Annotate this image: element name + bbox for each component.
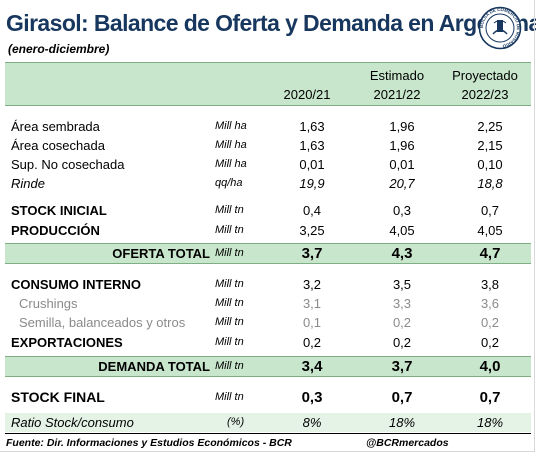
- row-unit: Mill tn: [215, 316, 244, 328]
- row-label: Área sembrada: [11, 119, 100, 134]
- table-row: Crushings Mill tn 3,1 3,3 3,6: [5, 294, 531, 313]
- value-2020-21: 3,4: [301, 358, 323, 375]
- row-unit: Mill tn: [215, 360, 244, 372]
- value-2020-21: 3,7: [301, 245, 323, 262]
- row-unit: (%): [227, 416, 245, 428]
- value-2020-21: 0,2: [302, 335, 322, 350]
- row-label: Ratio Stock/consumo: [11, 415, 134, 430]
- value-2021-22: 18%: [388, 415, 416, 430]
- value-2020-21: 8%: [302, 415, 322, 430]
- row-label: Área cosechada: [11, 138, 105, 153]
- value-2021-22: 0,01: [389, 157, 415, 172]
- value-2021-22: 20,7: [389, 176, 415, 191]
- page-subtitle: (enero-diciembre): [8, 42, 110, 56]
- value-2022-23: 3,8: [480, 277, 500, 292]
- table-header: 2020/21 Estimado 2021/22 Proyectado 2022…: [5, 62, 531, 106]
- row-unit: Mill tn: [215, 336, 244, 348]
- value-2022-23: 18,8: [477, 176, 503, 191]
- value-2022-23: 2,25: [477, 119, 503, 134]
- row-unit: Mill tn: [215, 247, 244, 259]
- bcr-seal-logo: BOLSA DE COMERCIO DE ROSARIO: [478, 6, 522, 50]
- value-2021-22: 1,96: [389, 119, 415, 134]
- table-bottom-rule: [5, 433, 531, 434]
- table-row: Ratio Stock/consumo (%) 8% 18% 18%: [5, 413, 531, 432]
- value-2022-23: 0,10: [477, 157, 503, 172]
- value-2020-21: 0,3: [301, 389, 323, 406]
- row-label: Sup. No cosechada: [11, 157, 125, 172]
- value-2022-23: 3,6: [480, 296, 500, 311]
- value-2020-21: 1,63: [299, 119, 325, 134]
- row-unit: Mill ha: [215, 158, 247, 170]
- table-row: PRODUCCIÓN Mill tn 3,25 4,05 4,05: [5, 221, 531, 240]
- table-row: CONSUMO INTERNO Mill tn 3,2 3,5 3,8: [5, 275, 531, 294]
- row-unit: Mill ha: [215, 139, 247, 151]
- value-2021-22: 0,7: [391, 389, 413, 406]
- table-row: EXPORTACIONES Mill tn 0,2 0,2 0,2: [5, 333, 531, 352]
- col-1-season: 2020/21: [283, 87, 331, 102]
- value-2020-21: 19,9: [299, 176, 325, 191]
- col-3-season: 2022/23: [461, 87, 509, 102]
- row-label: DEMANDA TOTAL: [98, 359, 210, 374]
- value-2021-22: 4,3: [391, 245, 413, 262]
- row-unit: Mill tn: [215, 391, 244, 403]
- source-note: Fuente: Dir. Informaciones y Estudios Ec…: [6, 437, 292, 449]
- col-3-top: Proyectado: [452, 68, 518, 83]
- table-row: STOCK INICIAL Mill tn 0,4 0,3 0,7: [5, 201, 531, 220]
- value-2022-23: 0,7: [480, 203, 500, 218]
- row-label: CONSUMO INTERNO: [11, 277, 141, 292]
- value-2020-21: 3,1: [302, 296, 322, 311]
- value-2021-22: 3,7: [391, 358, 413, 375]
- value-2021-22: 0,3: [392, 203, 412, 218]
- table-row: Área sembrada Mill ha 1,63 1,96 2,25: [5, 117, 531, 136]
- row-unit: qq/ha: [215, 177, 243, 189]
- row-label: EXPORTACIONES: [11, 335, 123, 350]
- value-2021-22: 0,2: [392, 335, 412, 350]
- value-2022-23: 2,15: [477, 138, 503, 153]
- value-2022-23: 4,05: [477, 223, 503, 238]
- value-2020-21: 0,4: [302, 203, 322, 218]
- row-unit: Mill tn: [215, 297, 244, 309]
- row-label: PRODUCCIÓN: [11, 223, 100, 238]
- value-2020-21: 3,2: [302, 277, 322, 292]
- value-2020-21: 1,63: [299, 138, 325, 153]
- row-label: STOCK FINAL: [11, 389, 105, 405]
- row-label: Rinde: [11, 176, 45, 191]
- value-2020-21: 0,01: [299, 157, 325, 172]
- row-unit: Mill tn: [215, 204, 244, 216]
- value-2021-22: 3,3: [392, 296, 412, 311]
- row-unit: Mill tn: [215, 224, 244, 236]
- value-2022-23: 0,2: [480, 315, 500, 330]
- value-2022-23: 4,0: [479, 358, 501, 375]
- table-row: Rinde qq/ha 19,9 20,7 18,8: [5, 174, 531, 193]
- value-2022-23: 4,7: [479, 245, 501, 262]
- value-2020-21: 0,1: [302, 315, 322, 330]
- col-2-season: 2021/22: [373, 87, 421, 102]
- value-2021-22: 1,96: [389, 138, 415, 153]
- social-handle: @BCRmercados: [366, 437, 449, 449]
- value-2022-23: 18%: [476, 415, 504, 430]
- value-2020-21: 3,25: [299, 223, 325, 238]
- row-label: Crushings: [19, 296, 78, 311]
- value-2022-23: 0,2: [480, 335, 500, 350]
- table-row: Área cosechada Mill ha 1,63 1,96 2,15: [5, 136, 531, 155]
- table-row: Sup. No cosechada Mill ha 0,01 0,01 0,10: [5, 155, 531, 174]
- table-row: STOCK FINAL Mill tn 0,3 0,7 0,7: [5, 388, 531, 407]
- row-label: Semilla, balanceados y otros: [19, 315, 186, 330]
- value-2022-23: 0,7: [479, 389, 501, 406]
- value-2021-22: 3,5: [392, 277, 412, 292]
- row-unit: Mill ha: [215, 120, 247, 132]
- row-label: OFERTA TOTAL: [112, 246, 210, 261]
- total-row-oferta: OFERTA TOTAL Mill tn 3,7 4,3 4,7: [5, 243, 531, 264]
- value-2021-22: 0,2: [392, 315, 412, 330]
- row-unit: Mill tn: [215, 278, 244, 290]
- col-2-top: Estimado: [369, 68, 425, 83]
- value-2021-22: 4,05: [389, 223, 415, 238]
- row-label: STOCK INICIAL: [11, 203, 107, 218]
- total-row-demanda: DEMANDA TOTAL Mill tn 3,4 3,7 4,0: [5, 356, 531, 377]
- page-title: Girasol: Balance de Oferta y Demanda en …: [6, 10, 536, 36]
- table-row: Semilla, balanceados y otros Mill tn 0,1…: [5, 313, 531, 332]
